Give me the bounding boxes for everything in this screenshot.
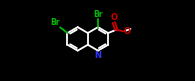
- Text: Br: Br: [50, 17, 60, 27]
- Text: O: O: [124, 27, 131, 36]
- Text: Br: Br: [93, 10, 103, 19]
- Text: O: O: [110, 13, 117, 22]
- Text: N: N: [95, 51, 102, 60]
